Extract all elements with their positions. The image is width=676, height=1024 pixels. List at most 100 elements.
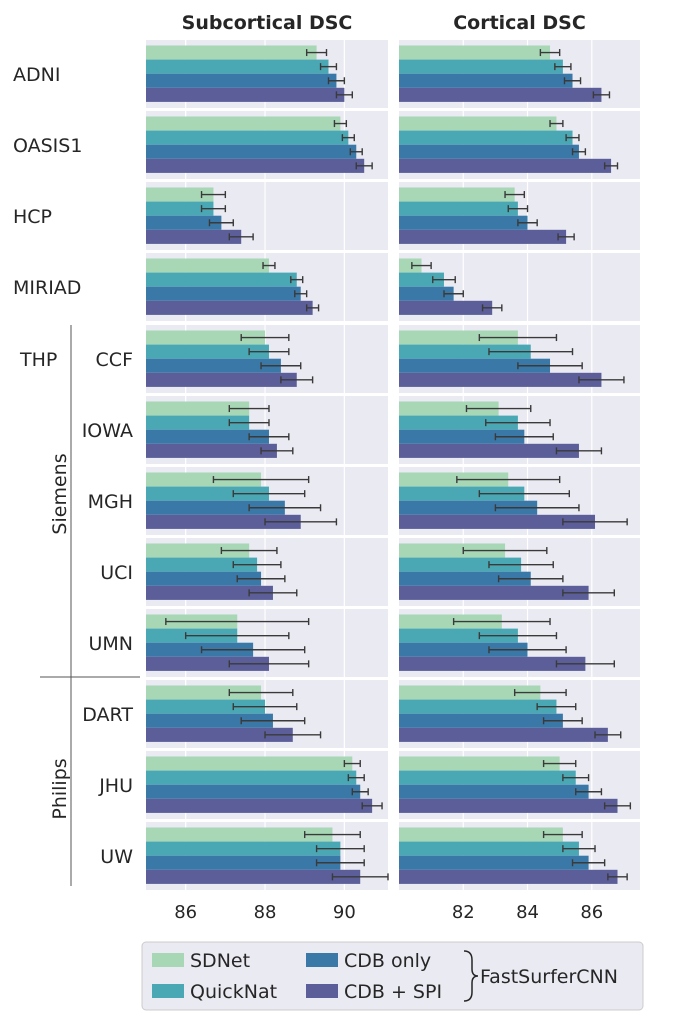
bar-cdb-spi [146,229,242,244]
bar-quicknat [146,59,329,74]
bar-quicknat [399,770,576,785]
x-tick-label: 86 [174,902,197,923]
bar-cdb-only [399,571,531,586]
row-jhu [399,751,640,819]
row-label-oasis1: OASIS1 [13,135,82,157]
row-uci [146,538,388,606]
row-iowa [146,396,388,464]
bar-quicknat [146,699,266,714]
row-hcp [146,182,388,250]
legend-item-quicknat: QuickNat [152,981,277,1003]
bar-sdnet [399,187,515,202]
bar-cdb-only [399,429,525,444]
bar-cdb-spi [399,372,602,387]
bar-cdb-only [146,144,357,159]
legend-swatch [152,953,184,967]
bar-cdb-only [399,855,589,870]
bar-sdnet [146,116,341,131]
bar-cdb-only [146,642,254,657]
bar-quicknat [399,415,518,430]
row-mgh [399,467,640,535]
row-miriad [146,253,388,321]
row-label-uw: UW [100,846,133,868]
x-tick-label: 82 [452,902,475,923]
bar-sdnet [146,827,333,842]
bar-sdnet [399,543,506,558]
bar-sdnet [146,401,250,416]
legend-item-cdb-spi: CDB + SPI [306,981,442,1003]
legend-label: SDNet [190,950,250,972]
bar-sdnet [146,685,262,700]
row-uw [146,822,389,890]
bar-quicknat [146,557,258,572]
row-label-ccf: CCF [96,349,133,371]
row-iowa [399,396,640,464]
row-hcp [399,182,640,250]
bar-cdb-only [146,500,285,515]
bar-cdb-only [146,571,262,586]
bar-cdb-only [146,73,337,88]
bar-cdb-spi [399,300,493,315]
bar-sdnet [146,472,262,487]
row-label-hcp: HCP [13,206,52,228]
row-adni [399,40,640,108]
bar-cdb-spi [399,798,618,813]
legend-label: QuickNat [190,981,277,1003]
legend-item-cdb-only: CDB only [306,950,431,972]
bar-cdb-only [399,784,589,799]
row-miriad [399,253,640,321]
bar-sdnet [146,330,266,345]
bar-quicknat [399,486,525,501]
bar-cdb-spi [146,372,297,387]
bar-cdb-spi [146,300,313,315]
bar-sdnet [399,614,502,629]
bar-sdnet [146,258,269,273]
bar-quicknat [399,272,444,287]
bar-cdb-spi [399,87,602,102]
row-labels: ADNI OASIS1 HCP MIRIAD CCF IOWA MGH UCI UMN DART J… [13,64,133,868]
bar-cdb-only [399,215,528,230]
legend-item-sdnet: SDNet [152,950,250,972]
row-uci [399,538,640,606]
bar-sdnet [399,45,551,60]
row-mgh [146,467,388,535]
row-label-jhu: JHU [98,775,133,797]
bar-cdb-only [146,784,361,799]
row-umn [146,609,388,677]
bar-cdb-only [146,713,273,728]
bar-cdb-spi [399,514,596,529]
row-dart [399,680,640,748]
bar-cdb-spi [146,443,277,458]
bar-sdnet [399,116,557,131]
legend-brace [463,950,479,1002]
bar-sdnet [399,258,422,273]
row-adni [146,40,388,108]
row-label-umn: UMN [88,633,133,655]
bar-cdb-only [399,500,538,515]
bar-quicknat [399,557,522,572]
bar-quicknat [399,841,579,856]
bar-sdnet [146,187,214,202]
bar-quicknat [146,415,250,430]
group-label-siemens: Siemens [49,453,71,534]
bar-quicknat [146,486,269,501]
bar-cdb-only [399,286,454,301]
bar-cdb-only [399,73,573,88]
bar-cdb-spi [399,869,618,884]
bar-sdnet [399,827,563,842]
panel-cortical-dsc: Cortical DSC 82 84 86 [399,12,640,923]
group-labels: Siemens Philips THP [19,325,140,886]
legend-label: CDB only [344,950,431,972]
bar-cdb-only [146,855,341,870]
bar-cdb-spi [146,585,273,600]
bar-cdb-only [399,358,551,373]
row-label-iowa: IOWA [82,420,133,442]
bar-quicknat [146,130,349,145]
panel-title: Subcortical DSC [182,12,353,34]
group-label-philips: Philips [49,758,71,819]
bar-quicknat [399,628,518,643]
bar-cdb-spi [146,798,373,813]
bar-cdb-spi [146,869,361,884]
bar-cdb-only [146,358,281,373]
row-jhu [146,751,388,819]
